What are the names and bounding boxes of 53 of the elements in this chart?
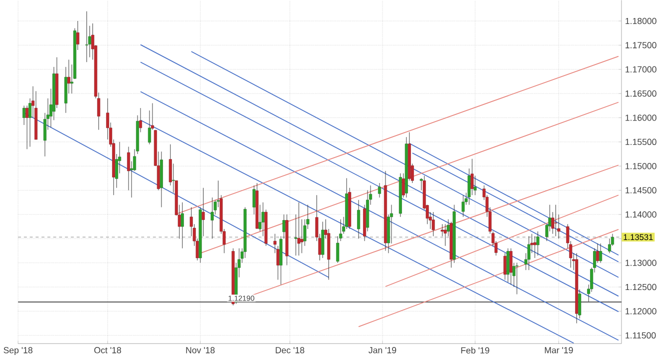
candlestick bbox=[26, 105, 29, 150]
candlestick bbox=[67, 59, 70, 94]
candlestick bbox=[85, 10, 88, 62]
candlestick bbox=[180, 202, 184, 248]
candlestick bbox=[515, 262, 518, 294]
x-tick-label: Sep '18 bbox=[4, 346, 32, 355]
candlestick bbox=[210, 197, 214, 239]
candlestick bbox=[202, 187, 205, 236]
x-tick-label: Nov '18 bbox=[186, 346, 215, 354]
candlestick bbox=[444, 224, 447, 246]
candlestick bbox=[357, 200, 360, 239]
candlestick bbox=[76, 20, 80, 50]
y-tick-label: 1.18000 bbox=[626, 18, 656, 24]
candlestick bbox=[554, 204, 558, 236]
y-tick-label: 1.12000 bbox=[626, 308, 656, 314]
candlestick bbox=[509, 248, 512, 285]
y-tick-label: 1.13000 bbox=[626, 260, 656, 266]
x-tick-label: Jan '19 bbox=[368, 346, 396, 354]
y-tick-label: 1.17500 bbox=[626, 42, 656, 48]
y-tick-label: 1.15500 bbox=[626, 138, 656, 145]
y-tick-label: 1.17000 bbox=[626, 66, 656, 72]
x-tick-label: Mar '19 bbox=[544, 346, 573, 354]
y-tick-label: 1.14500 bbox=[626, 187, 656, 194]
candlestick bbox=[378, 182, 382, 198]
candlestick bbox=[282, 214, 286, 239]
y-tick-label: 1.11500 bbox=[626, 332, 656, 338]
candlestick bbox=[300, 218, 304, 254]
y-tick-label: 1.14000 bbox=[626, 211, 656, 218]
x-tick-label: Oct '18 bbox=[94, 346, 122, 354]
y-tick-label: 1.16000 bbox=[626, 114, 656, 121]
candlestick bbox=[527, 236, 530, 270]
ref-line-label: 1.13531 bbox=[624, 234, 653, 240]
x-tick-label: Feb '19 bbox=[461, 346, 490, 354]
candlestick bbox=[462, 194, 465, 217]
candlestick bbox=[432, 212, 435, 236]
candlestick bbox=[608, 238, 612, 254]
x-tick-label: Dec '18 bbox=[276, 346, 304, 354]
y-tick-label: 1.12500 bbox=[626, 284, 656, 290]
candlestick bbox=[503, 252, 506, 280]
y-tick-label: 1.15000 bbox=[626, 162, 656, 170]
candlestick bbox=[536, 231, 540, 256]
candlestick bbox=[336, 236, 340, 263]
candlestick bbox=[506, 248, 510, 282]
y-tick-label: 1.16500 bbox=[626, 90, 656, 97]
candlestick bbox=[596, 243, 600, 263]
candlestick bbox=[440, 224, 444, 236]
candlestick bbox=[533, 236, 536, 258]
candlestick bbox=[262, 202, 264, 236]
candlestick bbox=[252, 185, 256, 215]
candlestick bbox=[297, 202, 300, 256]
candlestick bbox=[172, 163, 175, 193]
candlestick bbox=[22, 105, 26, 126]
candlestick bbox=[599, 243, 602, 263]
